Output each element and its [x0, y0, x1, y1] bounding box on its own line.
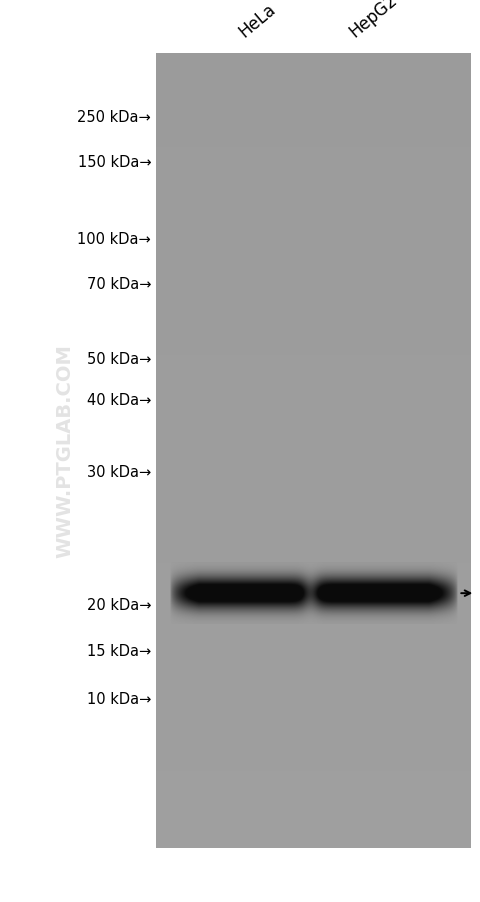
Text: WWW.PTGLAB.COM: WWW.PTGLAB.COM — [55, 345, 74, 557]
Text: 40 kDa→: 40 kDa→ — [87, 392, 151, 407]
Text: 100 kDa→: 100 kDa→ — [77, 232, 151, 246]
Text: HeLa: HeLa — [235, 0, 279, 41]
Text: 70 kDa→: 70 kDa→ — [87, 277, 151, 291]
Text: 30 kDa→: 30 kDa→ — [87, 465, 151, 479]
Text: 50 kDa→: 50 kDa→ — [87, 352, 151, 366]
Text: 20 kDa→: 20 kDa→ — [87, 597, 151, 612]
Text: 250 kDa→: 250 kDa→ — [77, 110, 151, 124]
Text: 15 kDa→: 15 kDa→ — [87, 644, 151, 658]
Text: 10 kDa→: 10 kDa→ — [87, 692, 151, 706]
Text: 150 kDa→: 150 kDa→ — [78, 155, 151, 170]
Text: HepG2: HepG2 — [346, 0, 401, 41]
